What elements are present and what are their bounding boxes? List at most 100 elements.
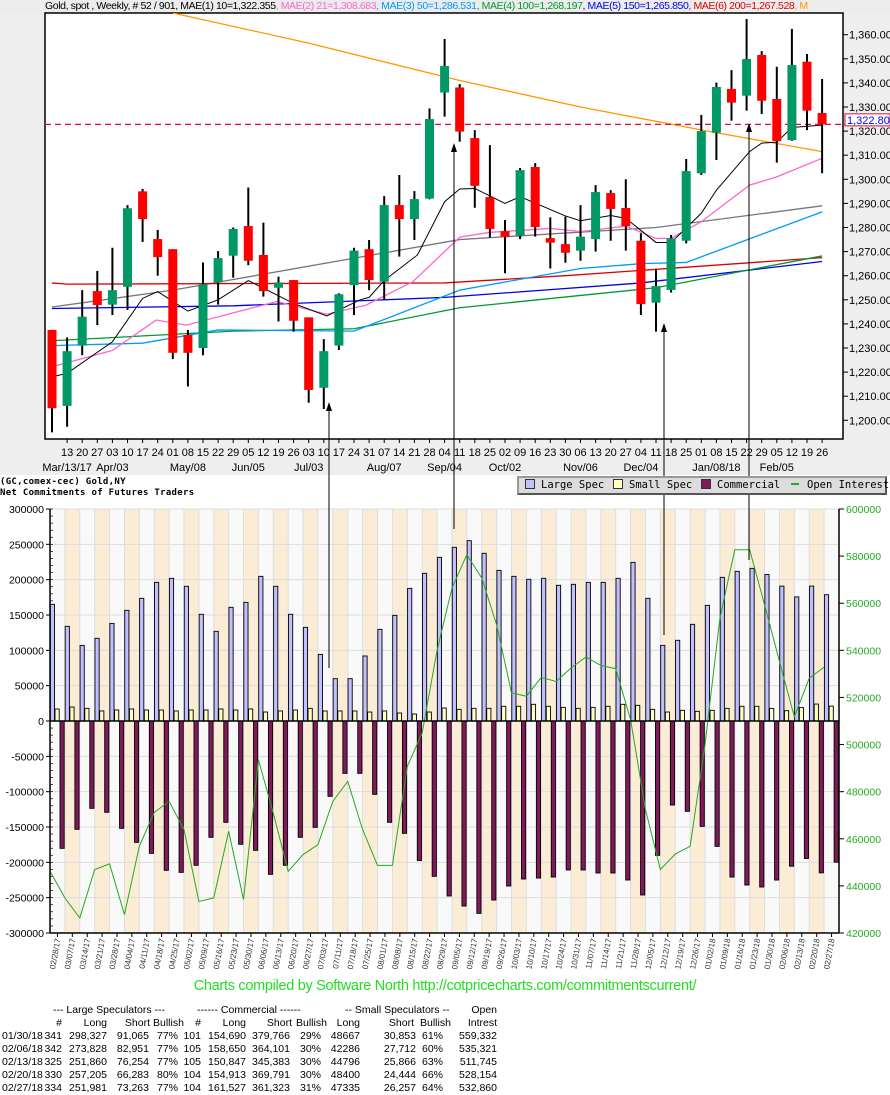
table-cell: 364,101	[252, 1043, 290, 1055]
small-spec-bar	[560, 706, 566, 722]
week-date-label: 11/14/17	[599, 937, 613, 969]
left-axis-label: 300000	[9, 504, 44, 516]
commercial-bar	[521, 720, 527, 880]
table-cell: 158,650	[208, 1043, 246, 1055]
small-spec-bar	[486, 707, 492, 722]
large-spec-bar	[526, 578, 532, 722]
table-cell: 60%	[422, 1043, 444, 1055]
day-label: 16	[529, 447, 541, 459]
day-label: 03	[303, 447, 315, 459]
moving-average-line-ma10-black	[51, 124, 823, 378]
header-ma-segment: Gold, spot , Weekly, # 52 / 901, MAE(1) …	[45, 0, 276, 12]
week-date-label: 05/30/17	[242, 937, 256, 970]
table-cell: --- Large Speculators ---	[53, 1004, 166, 1016]
table-cell: 528,154	[459, 1069, 497, 1081]
month-label: Apr/03	[96, 462, 128, 474]
large-spec-bar	[302, 626, 309, 722]
week-date-label: 07/18/17	[346, 937, 360, 970]
table-cell: 101	[183, 1030, 201, 1042]
table-cell: 02/27/18	[2, 1082, 43, 1094]
day-label: 20	[76, 447, 88, 459]
large-spec-bar	[481, 552, 487, 722]
header-ma-segment: , MAE(6) 200=1,267.528	[688, 0, 795, 12]
small-spec-bar	[784, 710, 790, 722]
small-spec-bar	[471, 707, 477, 722]
day-label: 04	[635, 447, 647, 459]
day-label: 19	[272, 447, 284, 459]
commercial-bar	[327, 720, 333, 797]
day-label: 25	[484, 447, 496, 459]
month-label: Jul/03	[294, 462, 323, 474]
table-cell: Intrest	[467, 1017, 497, 1029]
day-label: 22	[740, 447, 752, 459]
table-cell: Open	[471, 1004, 497, 1016]
week-date-label: 09/05/17	[450, 937, 464, 970]
table-cell: 66%	[422, 1069, 444, 1081]
arrow-up-icon	[451, 143, 457, 152]
left-axis-label: -250000	[5, 893, 44, 905]
week-date-label: 01/16/18	[733, 937, 747, 970]
table-cell: ------ Commercial ------	[197, 1004, 301, 1016]
right-axis-label: 420000	[846, 928, 881, 940]
day-label: 24	[348, 447, 360, 459]
commercial-bar	[833, 720, 839, 863]
table-cell: 48400	[330, 1069, 360, 1081]
day-label: 01	[167, 447, 179, 459]
current-price-label: 1,322.80	[847, 115, 890, 127]
large-spec-bar	[139, 597, 145, 722]
candle-up	[576, 236, 585, 251]
week-date-label: 09/19/17	[480, 937, 494, 970]
candle-up	[319, 351, 329, 388]
table-cell: 47335	[330, 1082, 360, 1094]
candle-down	[168, 249, 178, 353]
table-cell: Long	[336, 1017, 360, 1029]
commercial-bar	[759, 720, 765, 888]
candle-up	[274, 282, 283, 288]
table-cell: Bullish	[420, 1017, 451, 1029]
table-cell: 298,327	[69, 1030, 107, 1042]
small-spec-bar	[248, 708, 254, 722]
week-date-label: 02/13/18	[792, 937, 806, 970]
month-label: Aug/07	[367, 462, 402, 474]
large-spec-bar	[407, 587, 413, 722]
left-axis-label: -150000	[5, 822, 44, 834]
small-spec-bar	[769, 707, 775, 722]
candle-down	[560, 244, 570, 253]
day-label: 13	[61, 447, 73, 459]
price-axis-label: 1,250.00	[849, 295, 890, 307]
table-cell: 342	[44, 1043, 62, 1055]
table-cell: 01/30/18	[2, 1030, 43, 1042]
large-spec-bar	[704, 604, 710, 722]
commercial-bar	[818, 720, 824, 874]
day-label: 24	[152, 447, 164, 459]
large-spec-swatch-icon	[525, 479, 535, 489]
table-cell: 251,981	[69, 1082, 107, 1094]
day-label: 08	[710, 447, 722, 459]
week-date-label: 07/25/17	[361, 937, 375, 970]
commercial-bar	[803, 720, 809, 859]
price-axis-label: 1,350.00	[849, 54, 890, 66]
small-spec-bar	[411, 713, 417, 722]
commercial-bar	[387, 720, 393, 823]
day-label: 15	[725, 447, 737, 459]
table-cell: Short	[266, 1017, 292, 1029]
commercial-bar	[476, 720, 482, 914]
candle-down	[727, 88, 736, 103]
candle-up	[591, 192, 601, 240]
large-spec-bar	[168, 577, 175, 722]
day-label: 10	[318, 447, 330, 459]
day-label: 03	[106, 447, 118, 459]
candle-down	[455, 87, 465, 132]
day-label: 10	[121, 447, 133, 459]
arrow-up-icon	[661, 323, 667, 332]
large-spec-bar	[317, 653, 323, 722]
week-date-label: 08/22/17	[420, 937, 434, 970]
commercial-bar	[744, 720, 750, 886]
large-spec-bar	[764, 574, 770, 722]
table-cell: Bullish	[296, 1017, 327, 1029]
legend-item-open-interest: Open Interest	[791, 478, 889, 493]
day-label: 08	[182, 447, 194, 459]
large-spec-bar	[243, 601, 249, 722]
commercial-swatch-icon	[701, 479, 711, 489]
month-label: Sep/04	[427, 462, 462, 474]
